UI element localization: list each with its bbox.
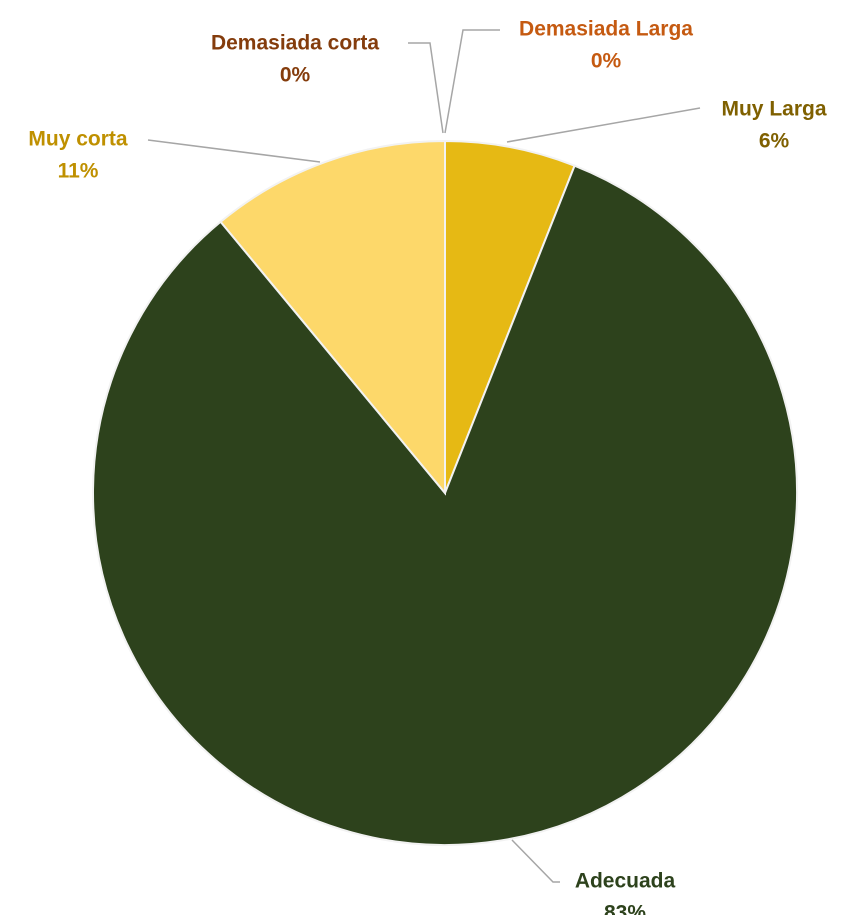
leader-line [147, 139, 321, 163]
slice-category-label: Demasiada Larga [519, 18, 693, 41]
slice-value-label: 0% [280, 64, 311, 87]
leader-line [444, 29, 500, 134]
slice-value-label: 11% [58, 160, 99, 183]
pie-slice-muy-larga [444, 139, 576, 494]
pie-slice-adecuada [92, 164, 798, 846]
leader-line [511, 839, 560, 883]
slice-category-label: Demasiada corta [211, 32, 379, 55]
pie-slice-muy-corta [219, 139, 446, 496]
leader-line [408, 42, 444, 134]
slice-value-label: 0% [591, 50, 622, 73]
leader-lines [147, 29, 701, 883]
pie-slices [92, 139, 798, 846]
leader-line [506, 107, 701, 143]
slice-value-label: 6% [759, 130, 790, 153]
slice-category-label: Muy corta [28, 128, 128, 151]
slice-category-label: Muy Larga [721, 98, 826, 121]
data-labels: Demasiada Larga 0% Muy Larga 6% Adecuada 83% M… [28, 18, 826, 915]
slice-category-label: Adecuada [575, 870, 676, 893]
slice-value-label: 83% [604, 902, 646, 915]
